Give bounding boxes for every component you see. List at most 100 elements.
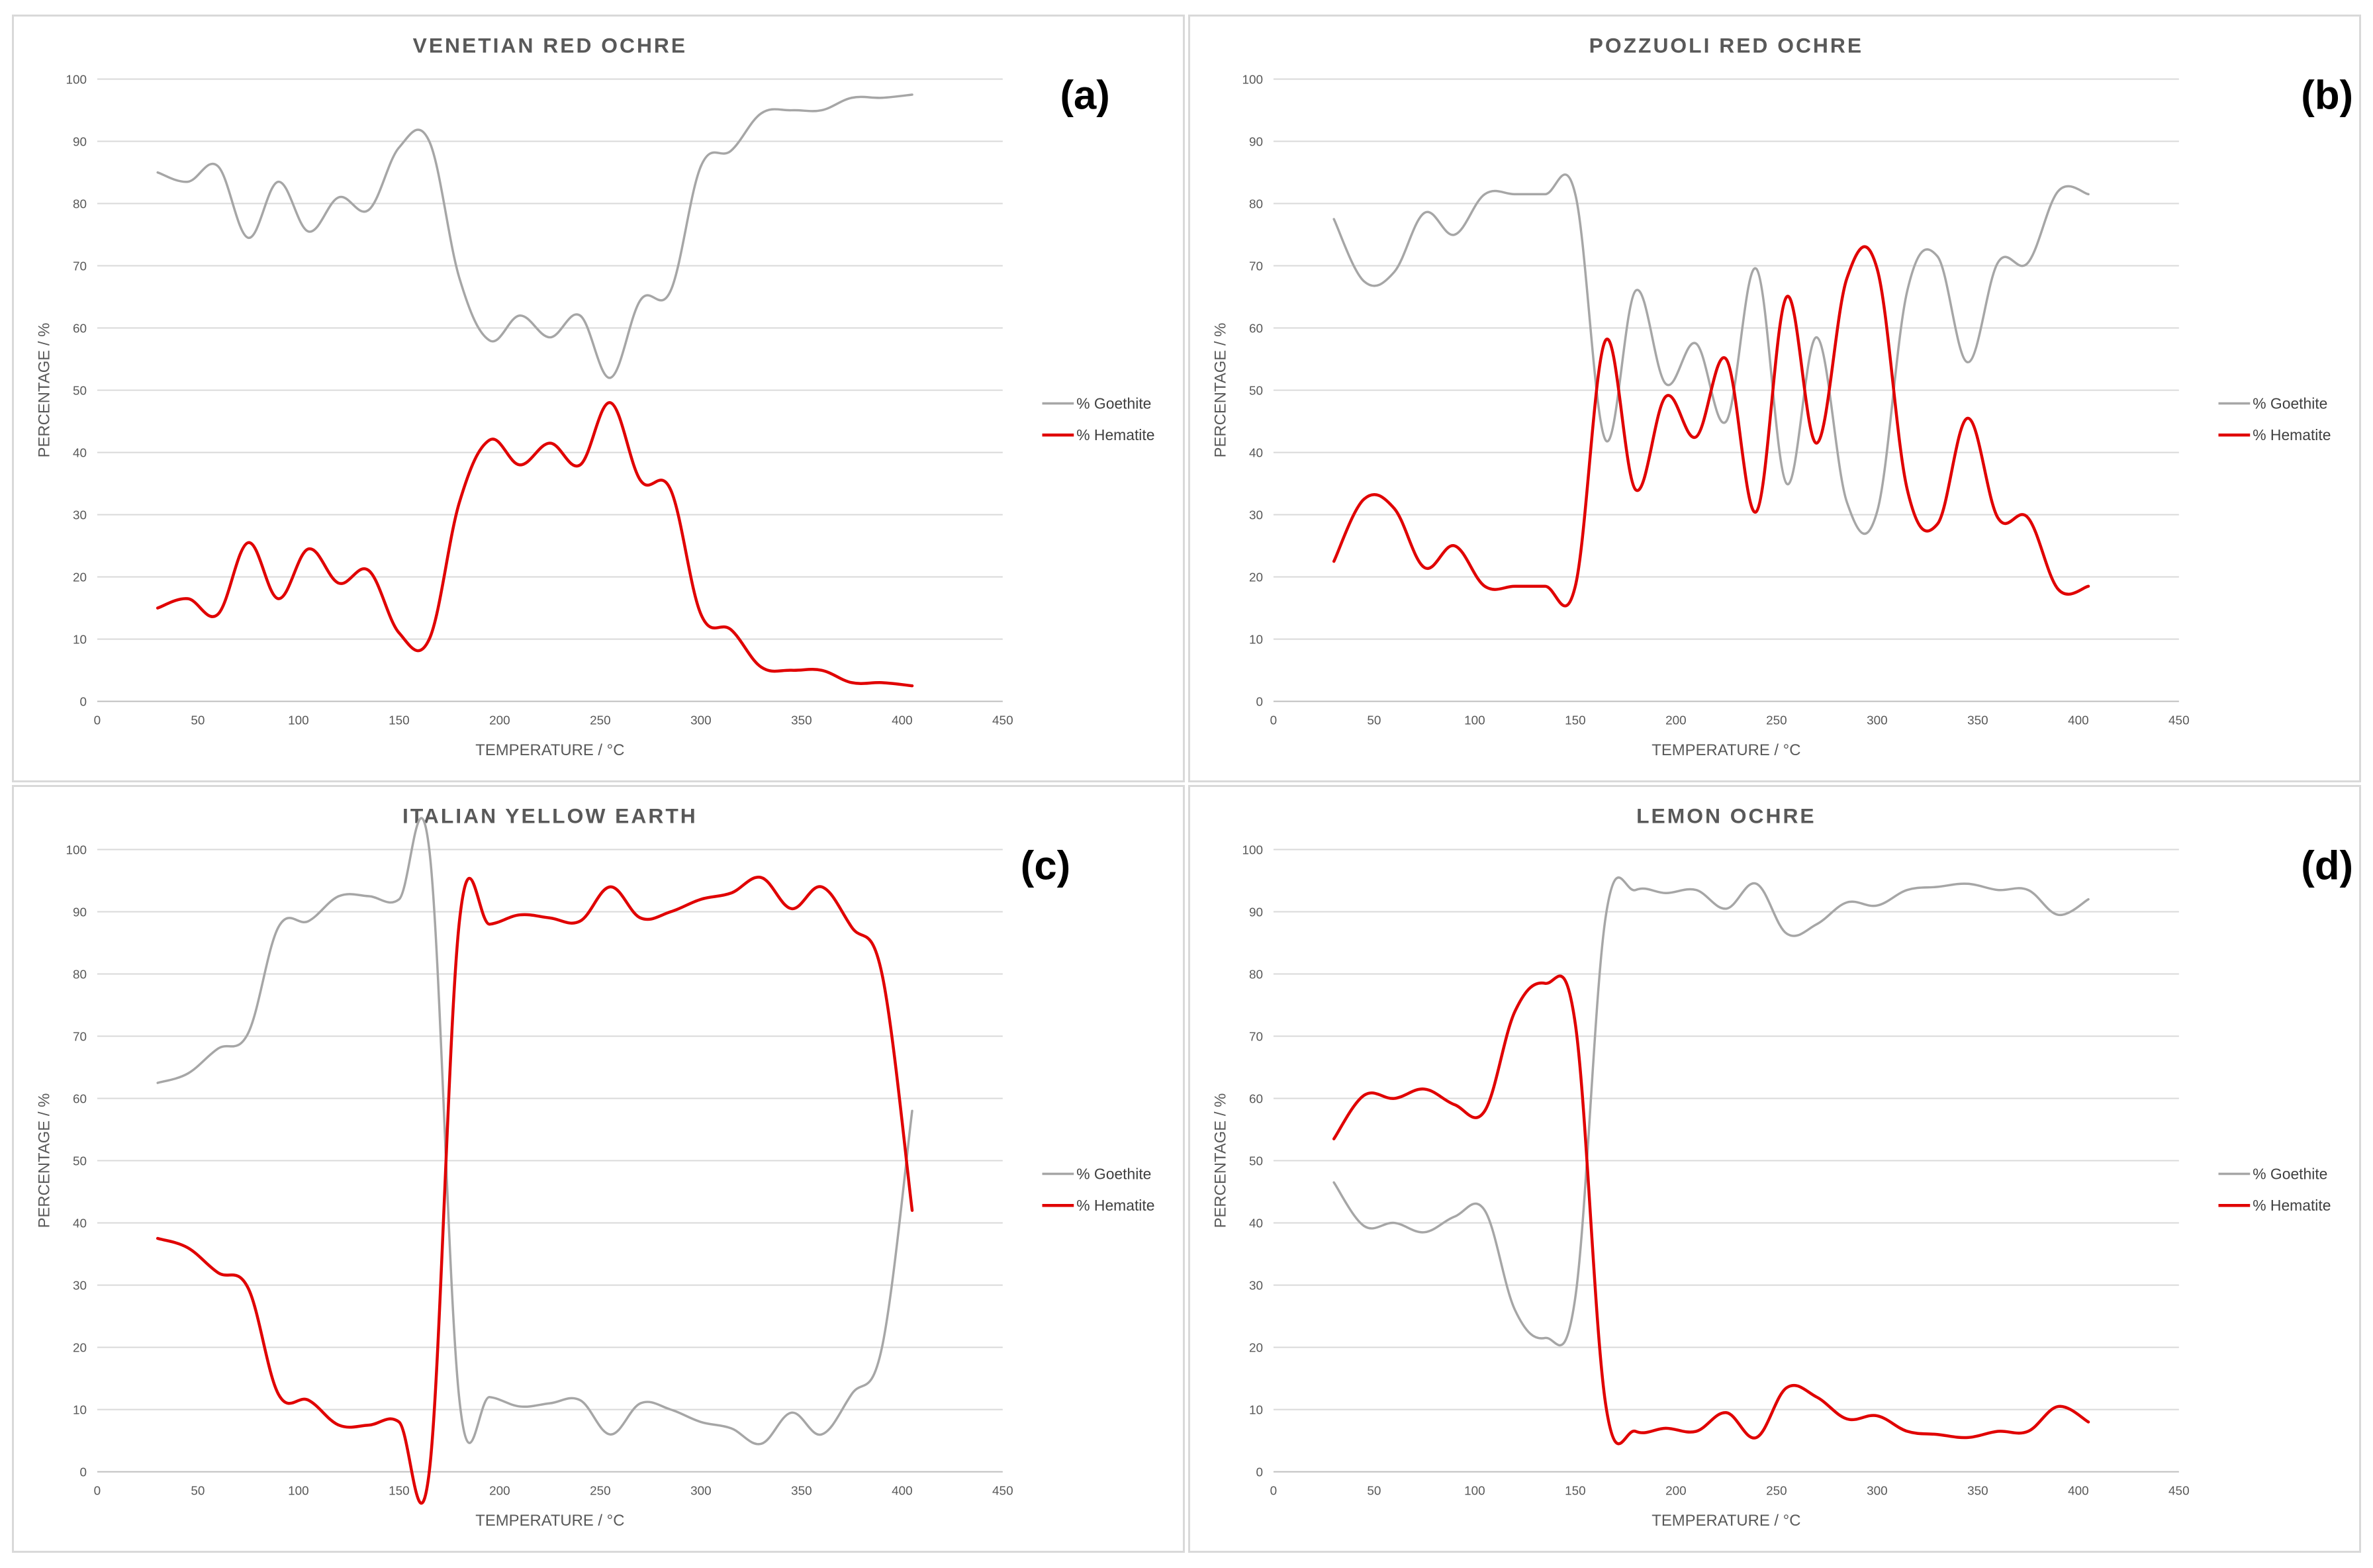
x-tick-label-b-150: 150 (1565, 714, 1586, 727)
y-tick-label-d-70: 70 (1249, 1031, 1263, 1044)
x-tick-label-d-450: 450 (2168, 1484, 2190, 1498)
y-tick-label-d-40: 40 (1249, 1217, 1263, 1231)
x-tick-label-c-150: 150 (389, 1484, 410, 1498)
x-tick-label-c-450: 450 (992, 1484, 1013, 1498)
series-line-a-hematite (156, 401, 914, 688)
x-tick-label-d-350: 350 (1967, 1484, 1988, 1498)
y-tick-label-b-30: 30 (1249, 509, 1263, 523)
chart-panel-a: VENETIAN RED OCHRE (a) 0 10 20 30 40 50 60 70 80 90… (12, 15, 1185, 782)
y-tick-label-d-90: 90 (1249, 905, 1263, 919)
x-tick-label-c-250: 250 (590, 1484, 611, 1498)
chart-title-a: VENETIAN RED OCHRE (413, 34, 687, 58)
y-tick-label-c-80: 80 (73, 968, 87, 982)
y-tick-label-c-10: 10 (73, 1404, 87, 1418)
y-tick-label-a-10: 10 (73, 633, 87, 647)
legend-label-b-goethite: % Goethite (2253, 394, 2327, 412)
legend-label-c-goethite: % Goethite (1076, 1165, 1151, 1182)
x-tick-label-a-200: 200 (489, 714, 510, 727)
chart-title-b: POZZUOLI RED OCHRE (1589, 34, 1863, 58)
y-tick-label-b-20: 20 (1249, 571, 1263, 585)
y-tick-label-a-50: 50 (73, 385, 87, 398)
legend-label-d-hematite: % Hematite (2253, 1197, 2331, 1214)
x-tick-label-b-200: 200 (1665, 714, 1687, 727)
y-tick-label-c-0: 0 (80, 1466, 87, 1480)
y-axis-label-a: PERCENTAGE / % (35, 323, 53, 458)
panel-label-a: (a) (1060, 72, 1109, 118)
y-tick-label-b-60: 60 (1249, 322, 1263, 336)
series-line-a-goethite (156, 93, 913, 379)
y-tick-label-d-20: 20 (1249, 1342, 1263, 1356)
y-tick-label-b-70: 70 (1249, 260, 1263, 274)
x-axis-label-c: TEMPERATURE / °C (475, 1512, 624, 1530)
panel-label-d: (d) (2301, 843, 2353, 888)
y-tick-label-d-50: 50 (1249, 1155, 1263, 1169)
x-tick-label-d-0: 0 (1270, 1484, 1278, 1498)
y-tick-label-b-50: 50 (1249, 385, 1263, 398)
chart-panel-b: POZZUOLI RED OCHRE (b) 0 10 20 30 40 50 60 70 80 90… (1188, 15, 2361, 782)
y-tick-label-a-20: 20 (73, 571, 87, 585)
x-tick-label-c-300: 300 (690, 1484, 712, 1498)
x-tick-label-c-400: 400 (892, 1484, 913, 1498)
chart-svg-d: LEMON OCHRE (d) 0 10 20 30 40 50 60 70 80 90 100 0 50 1… (1211, 804, 2353, 1530)
x-tick-label-c-350: 350 (791, 1484, 812, 1498)
x-tick-label-c-0: 0 (94, 1484, 101, 1498)
y-tick-label-d-10: 10 (1249, 1404, 1263, 1418)
y-tick-label-d-30: 30 (1249, 1279, 1263, 1293)
y-tick-label-b-80: 80 (1249, 197, 1263, 211)
y-tick-label-c-60: 60 (73, 1093, 87, 1107)
x-tick-label-d-100: 100 (1464, 1484, 1485, 1498)
y-tick-label-b-40: 40 (1249, 447, 1263, 461)
y-tick-label-d-0: 0 (1256, 1466, 1264, 1480)
x-tick-label-b-400: 400 (2068, 714, 2089, 727)
y-tick-label-a-0: 0 (80, 696, 87, 710)
chart-svg-a: VENETIAN RED OCHRE (a) 0 10 20 30 40 50 60 70 80 90… (35, 34, 1154, 759)
legend-label-a-hematite: % Hematite (1076, 426, 1154, 443)
y-tick-label-c-40: 40 (73, 1217, 87, 1231)
x-tick-label-a-250: 250 (590, 714, 611, 727)
x-tick-label-c-50: 50 (191, 1484, 205, 1498)
legend-label-a-goethite: % Goethite (1076, 394, 1151, 412)
x-tick-label-b-450: 450 (2168, 714, 2190, 727)
y-tick-label-c-90: 90 (73, 905, 87, 919)
legend-label-b-hematite: % Hematite (2253, 426, 2331, 443)
x-tick-label-a-350: 350 (791, 714, 812, 727)
y-tick-label-d-60: 60 (1249, 1093, 1263, 1107)
y-tick-label-a-60: 60 (73, 322, 87, 336)
chart-title-c: ITALIAN YELLOW EARTH (402, 804, 698, 828)
y-axis-label-d: PERCENTAGE / % (1211, 1093, 1229, 1228)
y-tick-label-c-30: 30 (73, 1279, 87, 1293)
x-tick-label-d-150: 150 (1565, 1484, 1586, 1498)
y-tick-label-c-70: 70 (73, 1031, 87, 1044)
x-tick-label-d-200: 200 (1665, 1484, 1687, 1498)
y-tick-label-a-40: 40 (73, 447, 87, 461)
y-tick-label-a-90: 90 (73, 135, 87, 149)
y-tick-label-d-80: 80 (1249, 968, 1263, 982)
x-axis-label-b: TEMPERATURE / °C (1652, 741, 1800, 759)
x-axis-label-d: TEMPERATURE / °C (1652, 1512, 1800, 1530)
y-tick-label-a-70: 70 (73, 260, 87, 274)
x-axis-label-a: TEMPERATURE / °C (475, 741, 624, 759)
chart-panel-c: ITALIAN YELLOW EARTH (c) 0 10 20 30 40 50 60 70 80… (12, 785, 1185, 1553)
chart-title-d: LEMON OCHRE (1636, 804, 1816, 828)
x-tick-label-a-50: 50 (191, 714, 205, 727)
series-line-d-hematite (1332, 974, 2090, 1446)
chart-svg-c: ITALIAN YELLOW EARTH (c) 0 10 20 30 40 50 60 70 80… (35, 804, 1154, 1530)
y-axis-label-c: PERCENTAGE / % (35, 1093, 53, 1228)
series-line-b-goethite (1332, 173, 2090, 535)
series-line-c-goethite (156, 817, 913, 1446)
y-tick-label-c-100: 100 (66, 843, 87, 857)
series-line-c-hematite (156, 876, 914, 1505)
y-tick-label-c-50: 50 (73, 1155, 87, 1169)
x-tick-label-d-400: 400 (2068, 1484, 2089, 1498)
x-tick-label-a-150: 150 (389, 714, 410, 727)
x-tick-label-b-50: 50 (1367, 714, 1381, 727)
chart-svg-b: POZZUOLI RED OCHRE (b) 0 10 20 30 40 50 60 70 80 90… (1211, 34, 2353, 759)
y-axis-label-b: PERCENTAGE / % (1211, 323, 1229, 458)
x-tick-label-b-300: 300 (1867, 714, 1888, 727)
legend-label-c-hematite: % Hematite (1076, 1197, 1154, 1214)
x-tick-label-b-350: 350 (1967, 714, 1988, 727)
y-tick-label-b-0: 0 (1256, 696, 1264, 710)
x-tick-label-a-450: 450 (992, 714, 1013, 727)
x-tick-label-b-250: 250 (1766, 714, 1787, 727)
y-tick-label-a-100: 100 (66, 73, 87, 87)
